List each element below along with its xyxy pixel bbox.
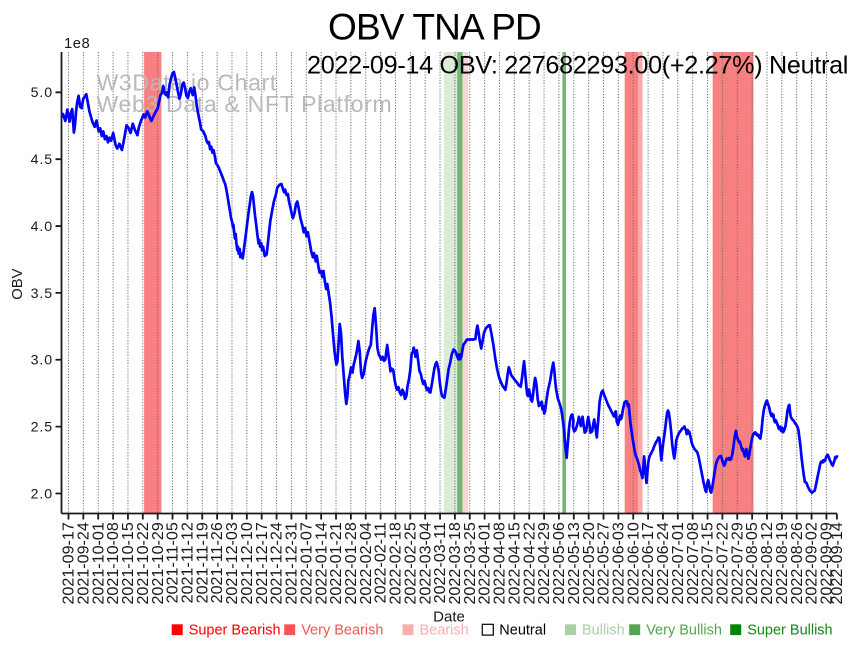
svg-text:3.0: 3.0 (31, 353, 53, 369)
svg-text:1e8: 1e8 (64, 36, 90, 52)
svg-text:2022-08-19: 2022-08-19 (773, 522, 791, 604)
svg-text:4.5: 4.5 (31, 152, 53, 168)
svg-text:2022-08-05: 2022-08-05 (743, 522, 761, 604)
svg-text:2021-10-08: 2021-10-08 (104, 522, 122, 604)
svg-text:Bullish: Bullish (582, 623, 625, 639)
svg-text:2021-12-03: 2021-12-03 (223, 522, 241, 604)
svg-text:2022-04-29: 2022-04-29 (535, 522, 553, 604)
svg-text:2022-06-17: 2022-06-17 (639, 522, 657, 604)
svg-text:2022-03-11: 2022-03-11 (431, 522, 449, 603)
svg-text:2022-04-15: 2022-04-15 (505, 522, 523, 604)
svg-text:2022-02-25: 2022-02-25 (401, 522, 419, 604)
svg-text:2022-07-01: 2022-07-01 (669, 522, 687, 604)
svg-text:2021-11-12: 2021-11-12 (178, 522, 196, 603)
svg-text:2021-10-29: 2021-10-29 (149, 522, 167, 604)
svg-text:2021-10-15: 2021-10-15 (119, 522, 137, 604)
svg-text:2022-01-07: 2022-01-07 (297, 522, 315, 604)
svg-text:2022-06-10: 2022-06-10 (624, 522, 642, 604)
svg-text:OBV TNA PD: OBV TNA PD (328, 6, 541, 47)
svg-text:Date: Date (433, 608, 465, 625)
svg-text:2022-03-18: 2022-03-18 (446, 522, 464, 604)
svg-text:2022-07-29: 2022-07-29 (728, 522, 746, 604)
svg-text:2021-12-10: 2021-12-10 (238, 522, 256, 604)
svg-text:2022-02-04: 2022-02-04 (357, 522, 375, 604)
svg-text:Super Bullish: Super Bullish (747, 623, 832, 639)
svg-text:2022-08-12: 2022-08-12 (758, 522, 776, 604)
svg-text:Very Bearish: Very Bearish (301, 623, 383, 639)
svg-text:2022-08-26: 2022-08-26 (788, 522, 806, 604)
svg-text:2021-11-19: 2021-11-19 (193, 522, 211, 603)
svg-text:2022-09-02: 2022-09-02 (803, 522, 821, 604)
svg-text:2022-05-27: 2022-05-27 (595, 522, 613, 604)
svg-text:2022-01-28: 2022-01-28 (342, 522, 360, 604)
svg-text:2.5: 2.5 (31, 420, 53, 436)
svg-text:2022-03-04: 2022-03-04 (416, 522, 434, 604)
svg-text:2021-09-17: 2021-09-17 (60, 522, 78, 604)
svg-text:4.0: 4.0 (31, 219, 53, 235)
svg-text:2022-09-09: 2022-09-09 (818, 522, 836, 604)
svg-text:2.0: 2.0 (31, 486, 53, 502)
svg-text:2022-03-25: 2022-03-25 (461, 522, 479, 604)
svg-text:2022-04-01: 2022-04-01 (476, 522, 494, 604)
svg-text:Web3 Data & NFT Platform: Web3 Data & NFT Platform (97, 91, 393, 117)
svg-text:2022-01-14: 2022-01-14 (312, 522, 330, 604)
svg-text:2022-02-18: 2022-02-18 (387, 522, 405, 604)
svg-text:Super Bearish: Super Bearish (189, 623, 281, 639)
svg-text:2022-06-03: 2022-06-03 (609, 522, 627, 604)
svg-text:5.0: 5.0 (31, 85, 53, 101)
svg-text:2021-09-24: 2021-09-24 (74, 522, 92, 604)
svg-text:OBV: OBV (10, 268, 26, 299)
svg-text:2022-07-22: 2022-07-22 (714, 522, 732, 604)
svg-text:2021-11-26: 2021-11-26 (208, 522, 226, 603)
svg-text:2022-04-08: 2022-04-08 (491, 522, 509, 604)
svg-text:2022-05-20: 2022-05-20 (580, 522, 598, 604)
svg-text:2022-09-14 OBV: 227682293.00(+: 2022-09-14 OBV: 227682293.00(+2.27%) Neu… (307, 52, 848, 80)
svg-text:2022-05-13: 2022-05-13 (565, 522, 583, 604)
svg-text:Very Bullish: Very Bullish (646, 623, 722, 639)
svg-text:2021-12-31: 2021-12-31 (283, 522, 301, 604)
svg-text:2021-11-05: 2021-11-05 (164, 522, 182, 603)
svg-text:2021-12-24: 2021-12-24 (268, 522, 286, 604)
svg-text:2022-07-15: 2022-07-15 (699, 522, 717, 604)
svg-text:2022-02-11: 2022-02-11 (372, 522, 390, 603)
svg-text:2022-07-08: 2022-07-08 (684, 522, 702, 604)
svg-text:2022-05-06: 2022-05-06 (550, 522, 568, 604)
svg-text:2022-01-21: 2022-01-21 (327, 522, 345, 604)
svg-text:Bearish: Bearish (420, 623, 469, 639)
svg-text:2022-09-14: 2022-09-14 (828, 522, 846, 604)
svg-text:2021-10-22: 2021-10-22 (134, 522, 152, 604)
svg-text:2022-04-22: 2022-04-22 (520, 522, 538, 604)
svg-text:3.5: 3.5 (31, 286, 53, 302)
svg-text:2022-06-24: 2022-06-24 (654, 522, 672, 604)
svg-text:2021-12-17: 2021-12-17 (253, 522, 271, 604)
svg-text:Neutral: Neutral (499, 623, 546, 639)
svg-text:2021-10-01: 2021-10-01 (89, 522, 107, 604)
